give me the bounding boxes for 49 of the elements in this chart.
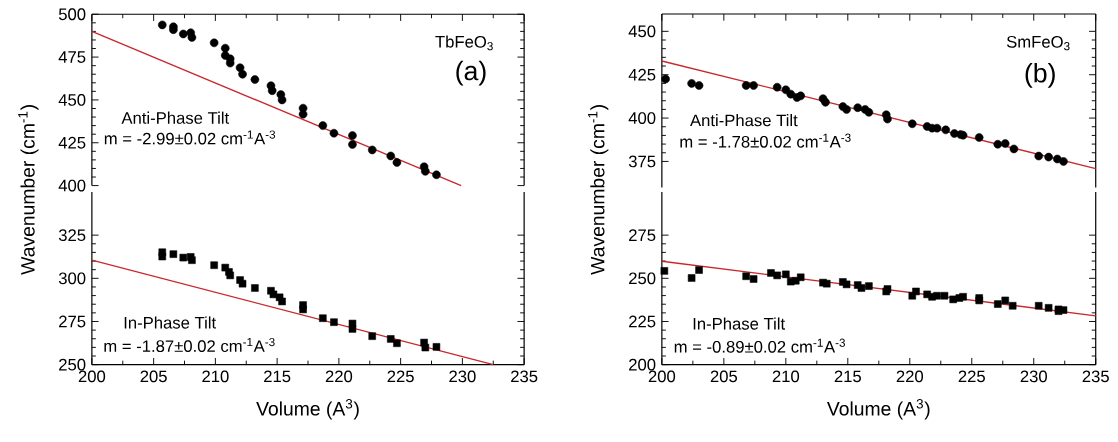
annotation: SmFeO$_{3}$ — [1006, 35, 1070, 51]
x-tick-label: 225 — [387, 370, 414, 383]
y-tick-label: 450 — [58, 94, 86, 106]
x-tick-label: 230 — [1020, 370, 1047, 383]
y-tick-label: 375 — [628, 155, 656, 168]
x-axis-title: Volume (A$^{3}$) — [826, 398, 930, 420]
y-tick-label: 225 — [629, 315, 656, 328]
annotation: In-Phase Tilt — [124, 316, 217, 329]
y-tick-label: 450 — [628, 25, 656, 38]
x-tick-label: 205 — [140, 370, 167, 383]
x-tick-label: 210 — [202, 370, 229, 383]
annotation: m = -1.78±0.02 cm$^{-1}$A$^{-3}$ — [680, 133, 851, 148]
annotation: m = -2.99±0.02 cm$^{-1}$A$^{-3}$ — [104, 130, 276, 145]
x-tick-label: 230 — [449, 370, 476, 383]
annotation: In-Phase Tilt — [693, 317, 786, 330]
y-tick-label: 500 — [58, 8, 86, 21]
x-tick-label: 235 — [511, 370, 538, 383]
annotation: Anti-Phase Tilt — [121, 111, 230, 124]
y-tick-label: 400 — [628, 112, 656, 124]
y-tick-label: 275 — [59, 315, 86, 328]
y-tick-label: 400 — [58, 179, 86, 192]
x-tick-label: 200 — [648, 370, 676, 383]
annotation: (b) — [1025, 62, 1055, 88]
x-tick-label: 220 — [325, 370, 353, 383]
y-axis-title: Wavenumber (cm$^{-1}$) — [588, 105, 609, 275]
y-tick-label: 425 — [628, 68, 656, 81]
y-tick-label: 275 — [629, 229, 656, 242]
y-tick-label: 200 — [629, 358, 656, 371]
x-tick-label: 210 — [772, 370, 800, 383]
annotation: TbFeO$_{3}$ — [435, 35, 493, 51]
y-tick-label: 250 — [59, 358, 86, 371]
y-tick-label: 475 — [58, 51, 86, 63]
x-axis-title: Volume (A$^{3}$) — [256, 398, 359, 420]
y-tick-label: 425 — [58, 136, 86, 149]
y-axis-title: Wavenumber (cm$^{-1}$) — [18, 105, 39, 275]
x-tick-label: 215 — [264, 370, 291, 383]
x-tick-label: 215 — [834, 370, 862, 383]
x-tick-label: 235 — [1082, 370, 1109, 383]
annotation: (a) — [456, 60, 486, 86]
y-tick-label: 250 — [629, 272, 656, 285]
x-tick-label: 225 — [958, 370, 985, 383]
x-tick-label: 200 — [78, 370, 106, 383]
annotation: Anti-Phase Tilt — [690, 114, 798, 127]
y-tick-label: 300 — [58, 272, 86, 285]
x-tick-label: 205 — [710, 370, 738, 383]
y-tick-label: 325 — [58, 229, 86, 242]
annotation: m = -0.89±0.02 cm$^{-1}$A$^{-3}$ — [674, 338, 845, 353]
annotation: m = -1.87±0.02 cm$^{-1}$A$^{-3}$ — [104, 337, 275, 353]
x-tick-label: 220 — [896, 370, 924, 383]
